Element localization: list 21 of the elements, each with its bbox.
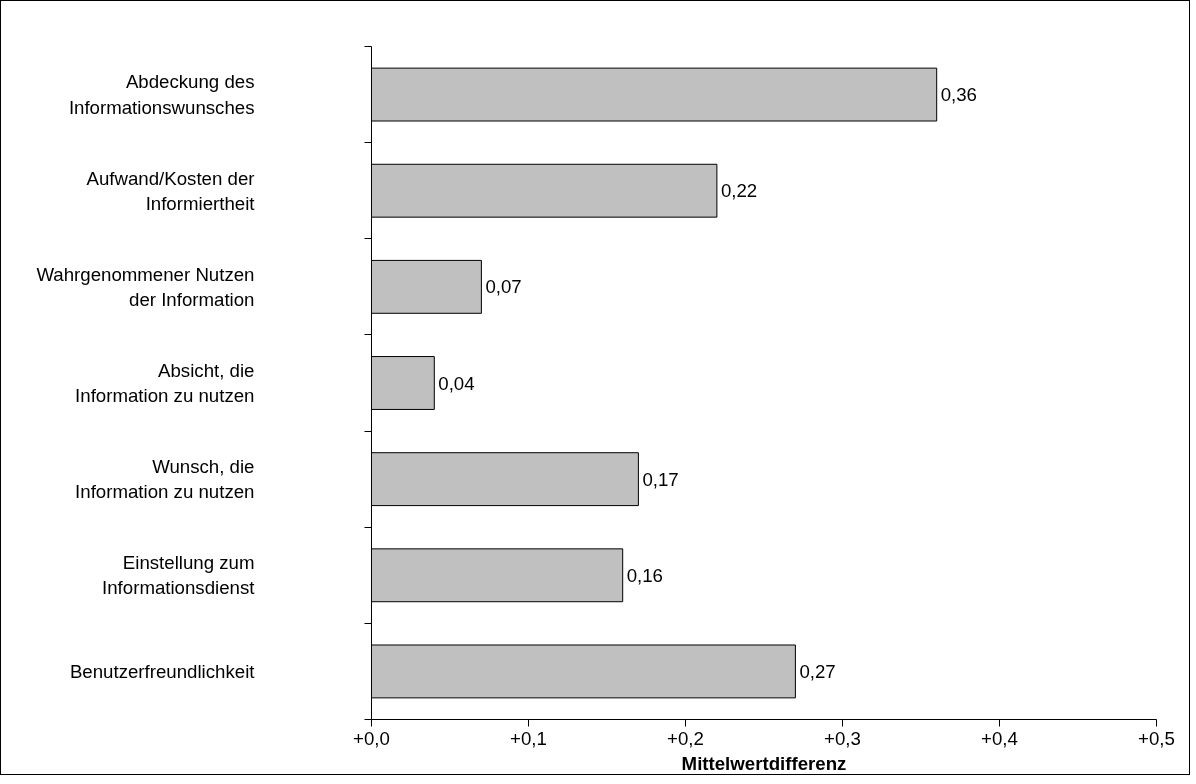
- y-tick-label: Benutzerfreundlichkeit: [69, 660, 256, 682]
- y-tick-label: Absicht, die Information zu nutzen: [75, 359, 255, 407]
- data-label: 0,04: [438, 372, 475, 394]
- x-tick-label: +0,5: [1138, 727, 1175, 749]
- y-tick-label: Einstellung zum Informationsdienst: [102, 552, 256, 599]
- data-label: 0,27: [799, 660, 836, 682]
- x-tick-label: +0,4: [981, 727, 1018, 749]
- x-axis-title: Mittelwertdifferenz: [681, 752, 847, 774]
- y-tick-label: Wunsch, die Information zu nutzen: [75, 456, 255, 503]
- data-label: 0,17: [642, 468, 679, 490]
- x-tick-label: +0,0: [353, 727, 390, 749]
- y-tick-label: Abdeckung des Informationswunsches: [68, 71, 255, 118]
- data-label: 0,36: [940, 84, 978, 106]
- x-tick-label: +0,3: [824, 727, 861, 749]
- y-tick-label: Wahrgenommener Nutzen der Information: [36, 263, 255, 310]
- x-tick-label: +0,2: [667, 727, 704, 749]
- x-tick-label: +0,1: [510, 727, 547, 749]
- data-label: 0,07: [485, 276, 522, 298]
- data-label: 0,22: [720, 180, 758, 202]
- data-label: 0,16: [626, 564, 664, 586]
- y-tick-label: Aufwand/Kosten der Informiertheit: [86, 167, 256, 214]
